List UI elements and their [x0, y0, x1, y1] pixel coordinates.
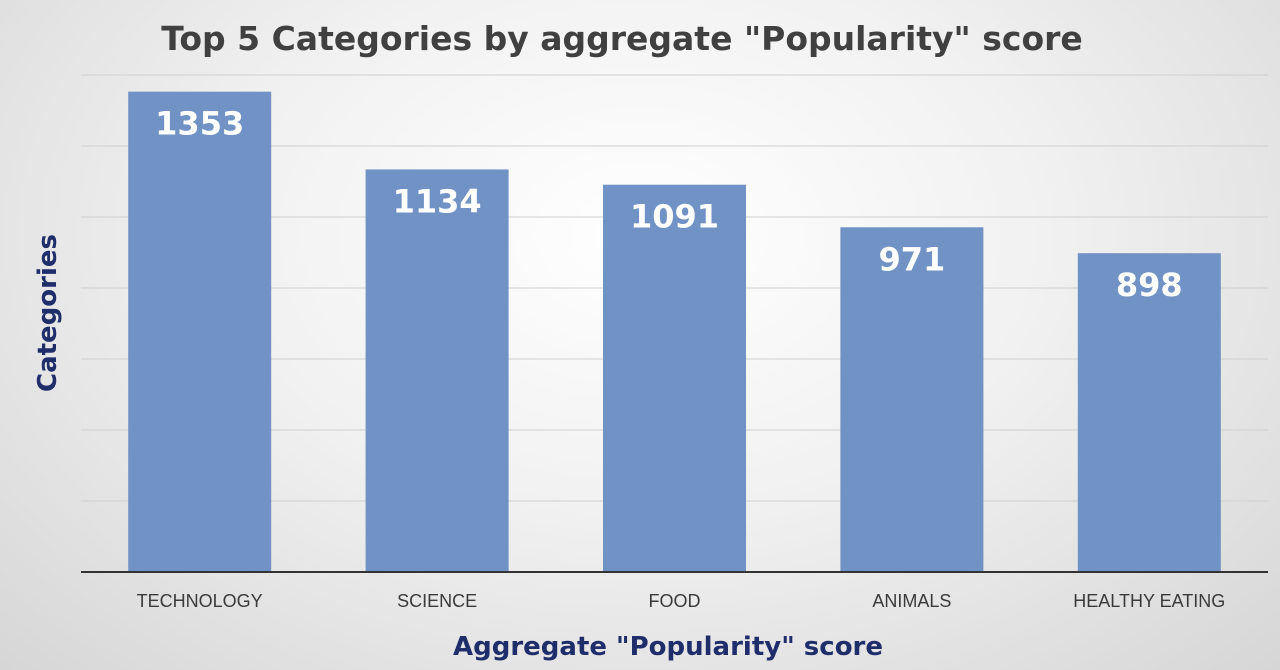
category-tick-label: HEALTHY EATING [1073, 591, 1225, 611]
data-labels: 1353 1134 1091 971 898 [155, 105, 1183, 305]
data-label: 971 [879, 240, 946, 278]
bar-healthy-eating [1077, 253, 1221, 572]
category-tick-label: ANIMALS [872, 591, 951, 611]
category-tick-label: SCIENCE [397, 591, 477, 611]
data-label: 898 [1116, 266, 1183, 304]
data-label: 1134 [393, 182, 482, 220]
category-tick-label: TECHNOLOGY [137, 591, 263, 611]
x-axis-title: Aggregate "Popularity" score [453, 632, 883, 662]
data-label: 1353 [155, 105, 244, 143]
bar-science [365, 169, 509, 572]
bar-technology [128, 91, 272, 572]
bar-food [603, 184, 746, 572]
data-label: 1091 [630, 198, 719, 236]
bar-animals [840, 227, 984, 573]
y-axis-title: Categories [33, 234, 63, 392]
chart-title: Top 5 Categories by aggregate "Popularit… [161, 19, 1083, 58]
category-tick-label: FOOD [649, 591, 701, 611]
bars [128, 91, 1221, 573]
category-tick-labels: TECHNOLOGY SCIENCE FOOD ANIMALS HEALTHY EATI… [137, 591, 1226, 611]
